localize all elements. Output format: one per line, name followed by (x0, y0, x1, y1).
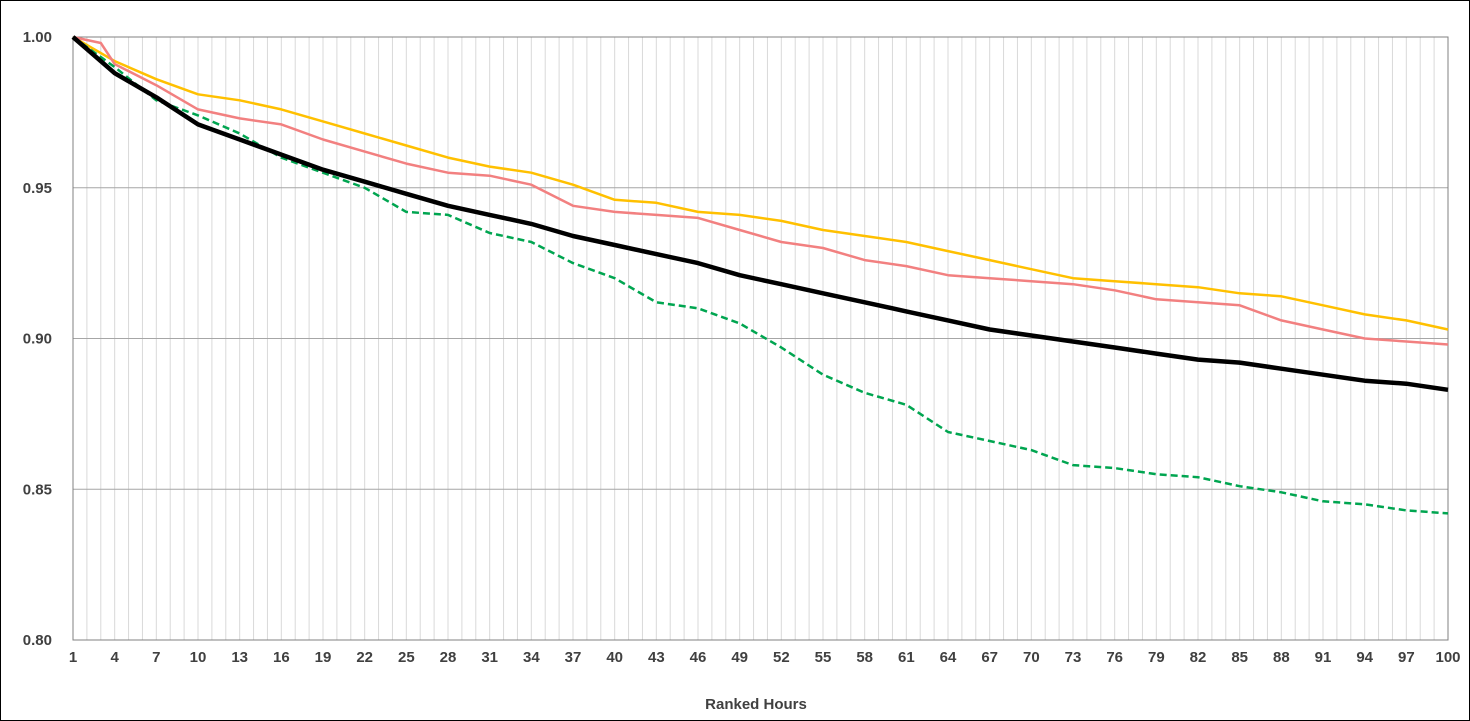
x-tick-label: 55 (815, 649, 832, 666)
x-tick-label: 46 (690, 649, 707, 666)
axis-layer: 0.80 0.85 0.90 0.95 1.00 1 4 7 10 13 16 19 22 25 28 31 3… (23, 29, 1461, 666)
x-tick-label: 67 (981, 649, 998, 666)
x-tick-label: 73 (1065, 649, 1082, 666)
x-tick-label: 85 (1231, 649, 1248, 666)
series-line-3 (72, 35, 1449, 515)
x-tick-label: 37 (565, 649, 582, 666)
x-tick-label: 70 (1023, 649, 1040, 666)
x-tick-label: 40 (606, 649, 623, 666)
x-tick-label: 28 (440, 649, 457, 666)
series-line-1 (72, 35, 1449, 331)
x-tick-label: 16 (273, 649, 290, 666)
y-tick-label: 0.85 (23, 481, 52, 498)
x-tick-label: 22 (356, 649, 373, 666)
x-tick-label: 49 (731, 649, 748, 666)
y-tick-label: 0.80 (23, 632, 52, 649)
x-tick-label: 34 (523, 649, 540, 666)
x-tick-label: 31 (481, 649, 498, 666)
y-tick-label: 0.95 (23, 180, 52, 197)
x-tick-label: 25 (398, 649, 415, 666)
x-tick-label: 7 (152, 649, 160, 666)
x-tick-label: 1 (69, 649, 77, 666)
x-tick-label: 91 (1315, 649, 1332, 666)
x-axis-title: Ranked Hours (705, 696, 807, 713)
series-line-2 (72, 35, 1449, 346)
x-tick-label: 88 (1273, 649, 1290, 666)
series-layer (71, 35, 1449, 515)
series-line-4 (71, 35, 1449, 393)
x-tick-label: 82 (1190, 649, 1207, 666)
x-tick-label: 100 (1435, 649, 1460, 666)
x-tick-label: 61 (898, 649, 915, 666)
x-tick-label: 97 (1398, 649, 1415, 666)
x-tick-label: 64 (940, 649, 957, 666)
x-tick-label: 76 (1106, 649, 1123, 666)
x-tick-label: 94 (1356, 649, 1373, 666)
x-tick-label: 10 (190, 649, 207, 666)
y-tick-label: 0.90 (23, 331, 52, 348)
x-tick-label: 4 (110, 649, 119, 666)
x-tick-label: 58 (856, 649, 873, 666)
x-tick-label: 13 (231, 649, 248, 666)
grid-layer (72, 36, 1449, 641)
x-tick-label: 43 (648, 649, 665, 666)
x-tick-label: 19 (315, 649, 332, 666)
x-tick-label: 79 (1148, 649, 1165, 666)
y-tick-label: 1.00 (23, 29, 52, 46)
x-tick-label: 52 (773, 649, 790, 666)
plot-area-border (72, 36, 1449, 641)
